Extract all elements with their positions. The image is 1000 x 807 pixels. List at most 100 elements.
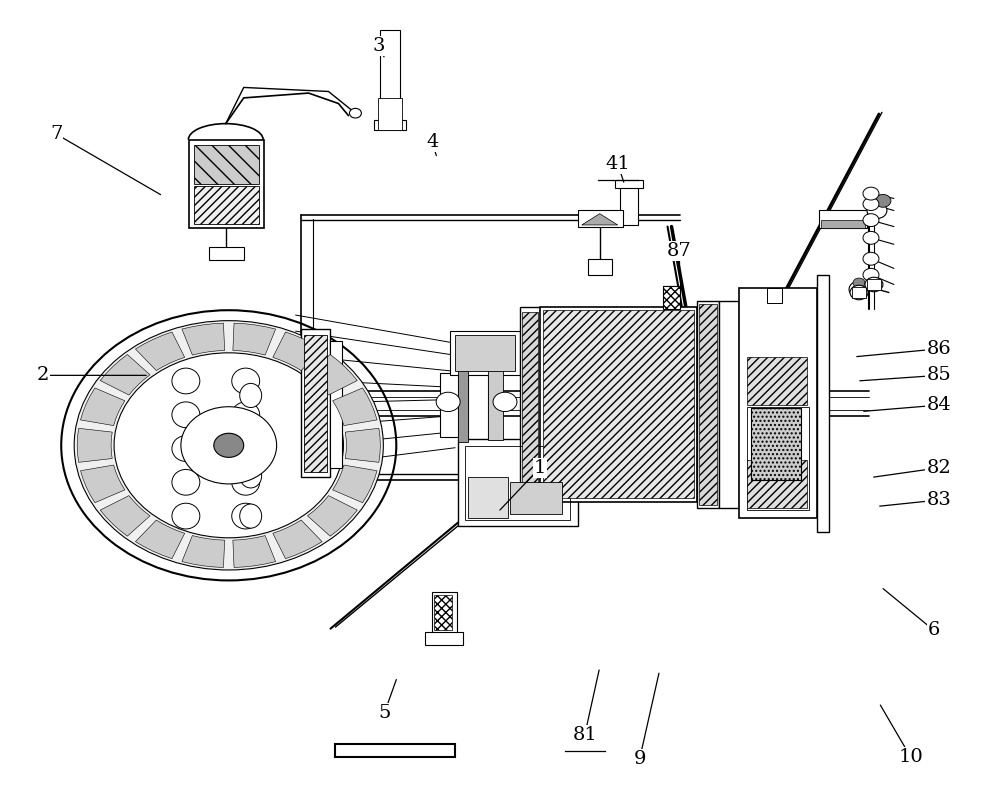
Circle shape bbox=[875, 194, 891, 207]
Bar bbox=[699, 303, 717, 505]
Ellipse shape bbox=[172, 368, 200, 394]
Circle shape bbox=[863, 198, 879, 211]
Polygon shape bbox=[100, 354, 150, 395]
Polygon shape bbox=[821, 220, 865, 228]
Circle shape bbox=[181, 407, 277, 484]
Ellipse shape bbox=[232, 470, 260, 495]
Text: 1: 1 bbox=[534, 459, 546, 477]
Circle shape bbox=[61, 310, 396, 580]
Polygon shape bbox=[345, 429, 380, 462]
Bar bbox=[465, 446, 570, 521]
Text: 6: 6 bbox=[928, 621, 940, 639]
Bar bbox=[747, 357, 807, 405]
Ellipse shape bbox=[172, 402, 200, 428]
Bar bbox=[440, 373, 458, 437]
Text: 9: 9 bbox=[633, 750, 646, 768]
Ellipse shape bbox=[232, 402, 260, 428]
Bar bbox=[468, 478, 508, 518]
Bar bbox=[510, 483, 562, 515]
Bar bbox=[522, 312, 538, 499]
Polygon shape bbox=[333, 465, 377, 503]
Ellipse shape bbox=[240, 383, 262, 408]
Text: 82: 82 bbox=[926, 459, 951, 477]
Bar bbox=[520, 307, 540, 502]
Ellipse shape bbox=[172, 504, 200, 529]
Polygon shape bbox=[80, 388, 125, 425]
Circle shape bbox=[849, 282, 869, 297]
Polygon shape bbox=[135, 332, 185, 370]
Ellipse shape bbox=[232, 368, 260, 394]
Bar bbox=[747, 460, 807, 508]
Bar bbox=[697, 300, 719, 508]
Polygon shape bbox=[182, 323, 225, 355]
Bar bbox=[432, 592, 457, 633]
Bar bbox=[817, 275, 829, 532]
Bar bbox=[304, 335, 327, 472]
Bar bbox=[767, 288, 782, 303]
Circle shape bbox=[863, 214, 879, 227]
Text: 2: 2 bbox=[37, 366, 49, 384]
Text: 84: 84 bbox=[926, 396, 951, 414]
Ellipse shape bbox=[240, 464, 262, 488]
Circle shape bbox=[853, 278, 865, 287]
Bar bbox=[819, 211, 867, 228]
Ellipse shape bbox=[232, 504, 260, 529]
Bar bbox=[663, 286, 680, 308]
Bar bbox=[209, 248, 244, 261]
Bar bbox=[149, 349, 304, 541]
Polygon shape bbox=[273, 520, 322, 558]
Polygon shape bbox=[333, 388, 377, 425]
Polygon shape bbox=[100, 495, 150, 536]
Text: 5: 5 bbox=[378, 705, 391, 722]
Polygon shape bbox=[77, 429, 112, 462]
Bar bbox=[194, 145, 259, 184]
Circle shape bbox=[349, 108, 361, 118]
Bar bbox=[194, 186, 259, 224]
Circle shape bbox=[850, 286, 868, 299]
Ellipse shape bbox=[232, 436, 260, 462]
Bar bbox=[719, 300, 739, 508]
Polygon shape bbox=[582, 214, 618, 225]
Ellipse shape bbox=[240, 504, 262, 528]
Circle shape bbox=[865, 278, 883, 291]
Bar bbox=[374, 120, 406, 130]
Bar bbox=[455, 335, 515, 371]
Bar bbox=[751, 408, 801, 480]
Polygon shape bbox=[233, 323, 276, 355]
Text: 10: 10 bbox=[898, 748, 923, 767]
Ellipse shape bbox=[172, 470, 200, 495]
Bar bbox=[588, 259, 612, 275]
Circle shape bbox=[863, 187, 879, 200]
Bar bbox=[330, 341, 342, 468]
Bar bbox=[747, 407, 809, 510]
Circle shape bbox=[867, 203, 887, 219]
Circle shape bbox=[863, 269, 879, 282]
Bar bbox=[458, 368, 468, 442]
Text: 86: 86 bbox=[926, 340, 951, 358]
Bar bbox=[540, 307, 697, 502]
Bar bbox=[468, 365, 488, 445]
Polygon shape bbox=[135, 520, 185, 558]
Bar bbox=[458, 439, 578, 525]
Bar bbox=[335, 745, 455, 757]
Circle shape bbox=[863, 232, 879, 245]
Circle shape bbox=[74, 320, 383, 570]
Text: 7: 7 bbox=[50, 125, 62, 143]
Bar bbox=[434, 595, 452, 630]
Circle shape bbox=[436, 392, 460, 412]
Ellipse shape bbox=[240, 424, 262, 448]
Bar bbox=[615, 180, 643, 188]
Bar bbox=[425, 632, 463, 645]
Text: 81: 81 bbox=[572, 725, 597, 744]
Bar bbox=[620, 186, 638, 225]
Text: 85: 85 bbox=[926, 366, 951, 384]
Bar bbox=[189, 140, 264, 228]
Bar bbox=[852, 286, 866, 298]
Circle shape bbox=[863, 253, 879, 266]
Text: 87: 87 bbox=[667, 242, 692, 260]
Polygon shape bbox=[80, 465, 125, 503]
Circle shape bbox=[493, 392, 517, 412]
Text: 41: 41 bbox=[605, 155, 630, 173]
Text: 4: 4 bbox=[426, 133, 438, 151]
Polygon shape bbox=[307, 495, 357, 536]
